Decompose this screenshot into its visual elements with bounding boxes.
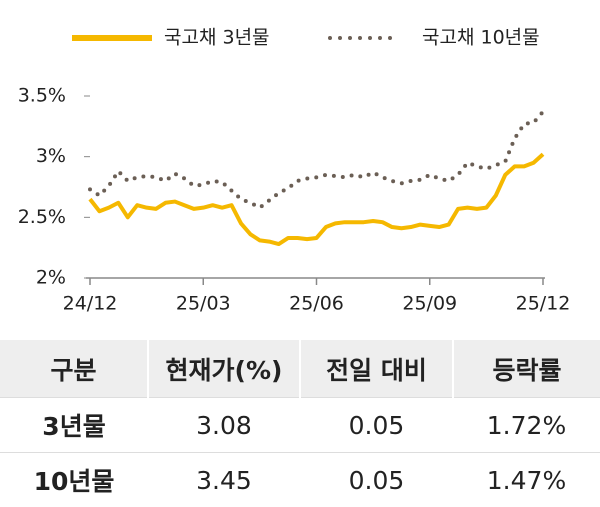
x-tick-label: 25/12	[516, 293, 571, 315]
header-cell: 전일 대비	[300, 340, 453, 398]
cell: 0.05	[300, 398, 453, 453]
y-tick-label: 3%	[36, 145, 66, 167]
x-tick-label: 24/12	[63, 293, 118, 315]
series-line	[90, 112, 543, 208]
x-tick-label: 25/06	[289, 293, 344, 315]
y-tick-label: 2%	[36, 267, 66, 289]
row: 3년물 3.08 0.05 1.72%	[0, 398, 600, 453]
header-cell: 구분	[0, 340, 148, 398]
cell: 3.08	[148, 398, 300, 453]
cell: 3.45	[148, 453, 300, 507]
cell: 3년물	[0, 398, 148, 453]
series-line	[90, 154, 543, 244]
chart: 국고채 3년물 국고채 10년물 2% 2.5% 3% 3.5% 24/12 25/03 25/…	[0, 0, 600, 340]
y-tick-label: 2.5%	[18, 206, 66, 228]
x-tick-label: 25/09	[402, 293, 457, 315]
cell: 0.05	[300, 453, 453, 507]
cell: 1.72%	[453, 398, 600, 453]
quote-table: 구분 현재가(%) 전일 대비 등락률 3년물 3.08 0.05 1.72% …	[0, 340, 600, 507]
y-tick-label: 3.5%	[18, 85, 66, 107]
x-tick-label: 25/03	[176, 293, 231, 315]
header-cell: 등락률	[453, 340, 600, 398]
legend-label: 국고채 3년물	[164, 27, 270, 49]
cell: 1.47%	[453, 453, 600, 507]
legend-label: 국고채 10년물	[422, 27, 540, 49]
header-row: 구분 현재가(%) 전일 대비 등락률	[0, 340, 600, 398]
row: 10년물 3.45 0.05 1.47%	[0, 453, 600, 507]
header-cell: 현재가(%)	[148, 340, 300, 398]
cell: 10년물	[0, 453, 148, 507]
